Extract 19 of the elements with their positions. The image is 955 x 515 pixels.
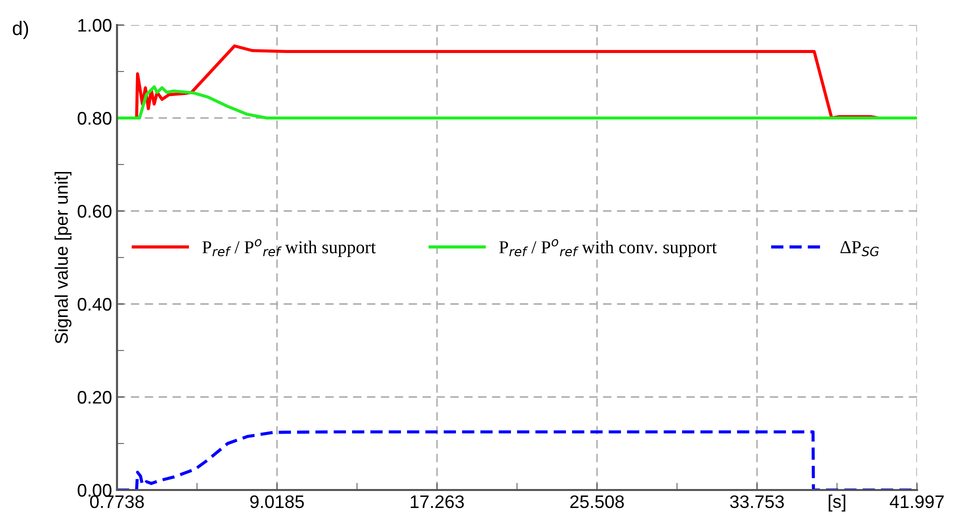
y-tick-label: 0.40 (78, 298, 112, 311)
x-tick-label: 25.508 (570, 495, 624, 508)
x-tick-label: 0.7738 (90, 495, 144, 508)
x-tick-label: 33.753 (730, 495, 784, 508)
y-axis-title: Signal value [per unit] (54, 172, 72, 344)
y-tick-label: 0.00 (78, 484, 112, 497)
x-tick-label: 41.997 (890, 495, 944, 508)
y-tick-label: 0.80 (78, 112, 112, 125)
y-tick-label: 0.20 (78, 390, 112, 404)
y-tick-label: 1.00 (78, 18, 112, 32)
line-series (117, 85, 917, 120)
text: d) (12, 20, 28, 40)
legend-label: P$_{ref}$ / P$^{o}$$_{ref}$ with support (202, 239, 376, 258)
x-axis-title: [s] (828, 494, 846, 512)
x-tick-label: 17.263 (410, 495, 464, 508)
legend-label: ΔP$_{SG}$ (840, 241, 879, 256)
y-tick-label: 0.60 (78, 204, 112, 218)
legend-label: P$_{ref}$ / P$^{o}$$_{ref}$ with conv. support (499, 239, 717, 258)
x-tick-label: 9.0185 (250, 495, 304, 508)
